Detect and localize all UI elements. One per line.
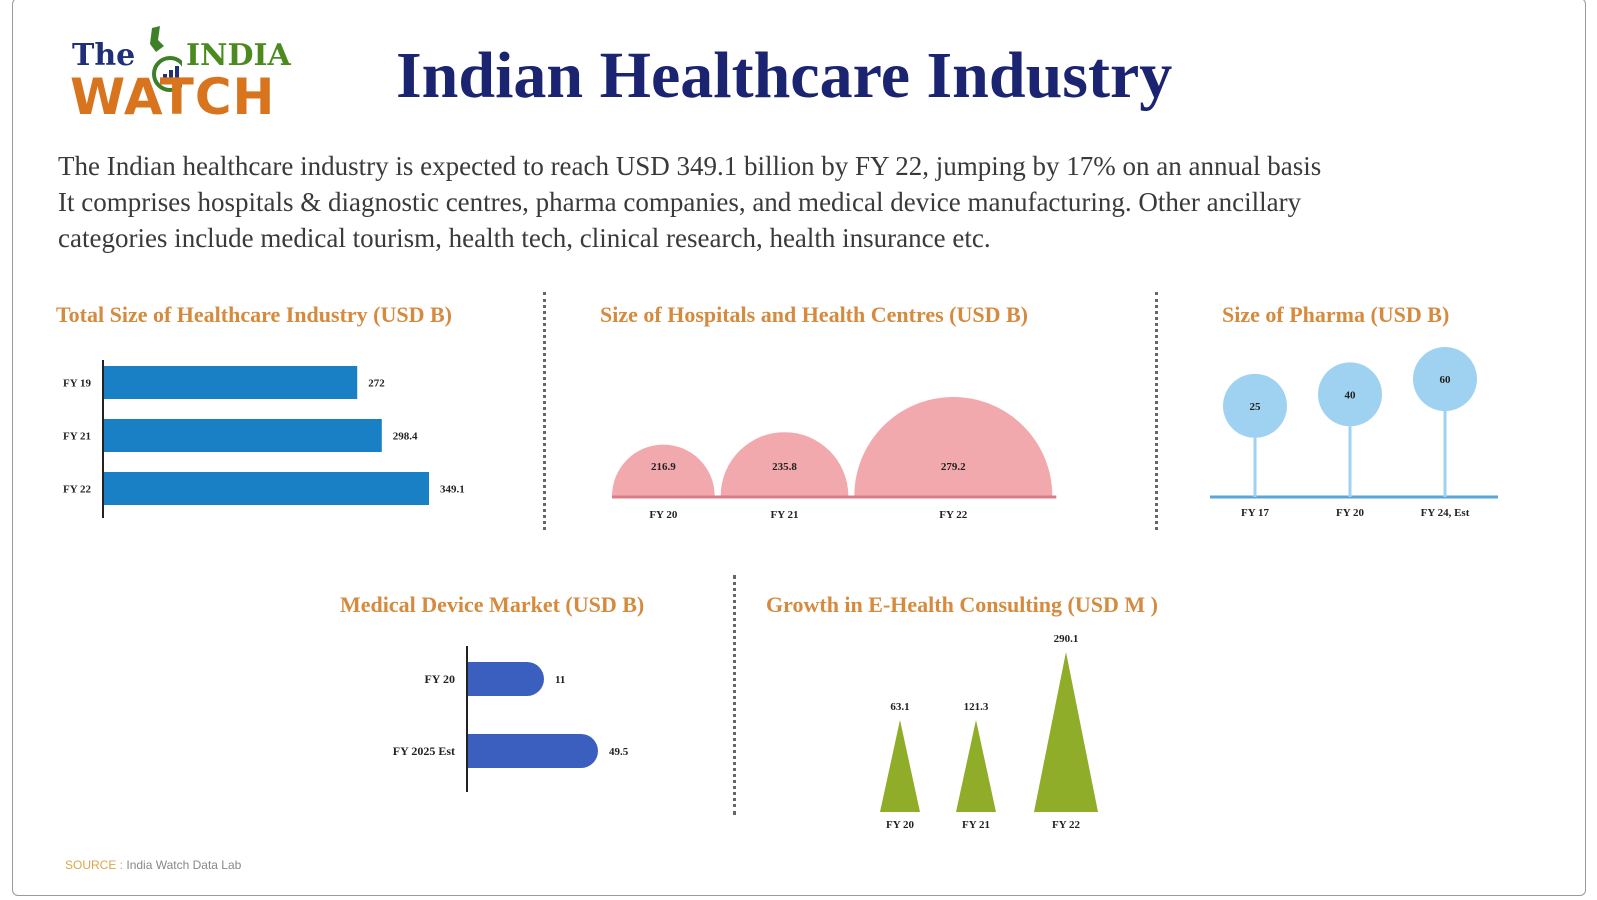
semicircle-area: [612, 444, 715, 496]
bubble: [1413, 347, 1477, 411]
divider-1: [543, 292, 546, 530]
intro-line-3: categories include medical tourism, heal…: [58, 223, 991, 253]
source-label: SOURCE :: [65, 858, 124, 872]
data-label: 121.3: [964, 701, 989, 713]
triangle-bar: [956, 720, 996, 812]
category-label: FY 20: [1336, 507, 1365, 519]
triangle-bar: [880, 720, 920, 812]
logo-india-text: INDIA: [186, 38, 291, 73]
intro-line-1: The Indian healthcare industry is expect…: [58, 151, 1322, 181]
the-india-watch-logo: The INDIA WATCH: [68, 6, 308, 126]
data-label: 63.1: [890, 701, 909, 713]
data-label: 235.8: [772, 461, 797, 473]
chart-title-medical-device: Medical Device Market (USD B): [340, 592, 645, 617]
bar: [468, 734, 598, 768]
category-label: FY 21: [63, 431, 91, 443]
source-text: India Watch Data Lab: [126, 858, 242, 872]
data-label: 216.9: [651, 461, 676, 473]
category-label: FY 20: [886, 819, 915, 831]
data-label: 290.1: [1054, 633, 1079, 645]
page-title: Indian Healthcare Industry: [396, 39, 1173, 112]
bar: [104, 419, 382, 452]
category-label: FY 22: [939, 509, 968, 521]
divider-3: [733, 575, 736, 815]
bar: [104, 366, 358, 399]
chart-hospitals: 216.9 FY 20 235.8 FY 21 279.2 FY 22: [612, 397, 1057, 521]
chart-pharma: 25 FY 17 40 FY 20 60 FY 24, Est: [1210, 347, 1498, 519]
bubble: [1223, 373, 1287, 438]
category-label: FY 21: [770, 509, 798, 521]
infographic-frame: [12, 0, 1586, 896]
chart-title-hospitals: Size of Hospitals and Health Centres (US…: [600, 302, 1028, 327]
chart-total-size: FY 19 272 FY 21 298.4 FY 22 349.1: [63, 360, 465, 518]
semicircle-area: [854, 397, 1053, 496]
semicircle-area: [720, 432, 849, 496]
chart-title-pharma: Size of Pharma (USD B): [1222, 302, 1450, 327]
category-label: FY 24, Est: [1421, 507, 1470, 519]
data-label: 279.2: [941, 461, 966, 473]
category-label: FY 2025 Est: [393, 744, 455, 758]
chart-medical-device: FY 20 11 FY 2025 Est 49.5: [393, 646, 629, 792]
data-label: 40: [1345, 389, 1357, 401]
data-label: 25: [1250, 401, 1262, 413]
data-label: 349.1: [440, 484, 465, 496]
data-label: 49.5: [609, 746, 629, 758]
divider-2: [1155, 292, 1158, 530]
chart-e-health: 63.1 FY 20 121.3 FY 21 290.1 FY 22: [880, 633, 1098, 831]
logo-watch-text: WATCH: [70, 68, 276, 126]
data-label: 298.4: [393, 431, 418, 443]
intro-paragraph: The Indian healthcare industry is expect…: [58, 148, 1538, 256]
bar: [104, 472, 429, 505]
source-note: SOURCE : India Watch Data Lab: [65, 858, 241, 872]
bubble: [1318, 362, 1382, 427]
logo-figure-icon: [150, 26, 182, 92]
data-label: 60: [1440, 374, 1452, 386]
bar-base: [468, 662, 488, 696]
bar-base: [468, 734, 488, 768]
category-label: FY 17: [1241, 507, 1270, 519]
intro-line-2: It comprises hospitals & diagnostic cent…: [58, 187, 1302, 217]
chart-title-total-size: Total Size of Healthcare Industry (USD B…: [56, 302, 452, 327]
triangle-bar: [1034, 652, 1098, 812]
data-label: 11: [555, 674, 565, 686]
category-label: FY 22: [63, 484, 92, 496]
category-label: FY 21: [962, 819, 990, 831]
category-label: FY 19: [63, 378, 92, 390]
chart-title-e-health: Growth in E-Health Consulting (USD M ): [766, 592, 1158, 617]
category-label: FY 20: [424, 672, 455, 686]
logo-the-text: The: [72, 38, 136, 73]
category-label: FY 20: [649, 509, 678, 521]
data-label: 272: [368, 378, 385, 390]
category-label: FY 22: [1052, 819, 1081, 831]
